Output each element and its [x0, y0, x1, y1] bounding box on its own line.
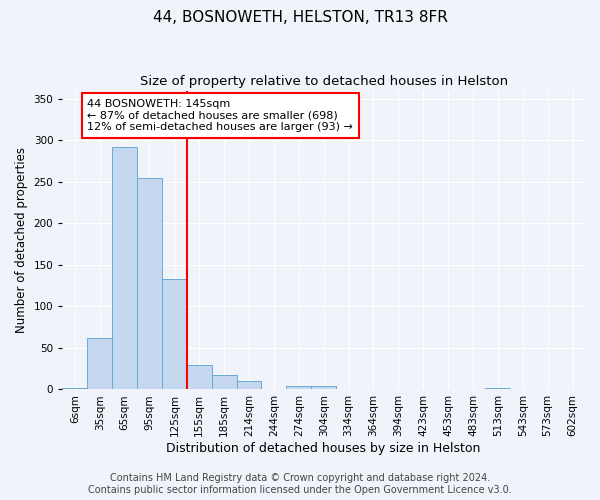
Bar [212, 376, 236, 390]
Text: 44 BOSNOWETH: 145sqm
← 87% of detached houses are smaller (698)
12% of semi-deta: 44 BOSNOWETH: 145sqm ← 87% of detached h… [87, 99, 353, 132]
Bar [137, 178, 162, 390]
Text: Contains HM Land Registry data © Crown copyright and database right 2024.
Contai: Contains HM Land Registry data © Crown c… [88, 474, 512, 495]
Bar [162, 279, 187, 390]
Bar [311, 386, 336, 390]
Y-axis label: Number of detached properties: Number of detached properties [15, 147, 28, 333]
X-axis label: Distribution of detached houses by size in Helston: Distribution of detached houses by size … [166, 442, 481, 455]
Bar [112, 147, 137, 390]
Title: Size of property relative to detached houses in Helston: Size of property relative to detached ho… [140, 75, 508, 88]
Bar [485, 388, 511, 390]
Bar [62, 388, 87, 390]
Text: 44, BOSNOWETH, HELSTON, TR13 8FR: 44, BOSNOWETH, HELSTON, TR13 8FR [152, 10, 448, 25]
Bar [87, 338, 112, 390]
Bar [236, 381, 262, 390]
Bar [286, 386, 311, 390]
Bar [187, 364, 212, 390]
